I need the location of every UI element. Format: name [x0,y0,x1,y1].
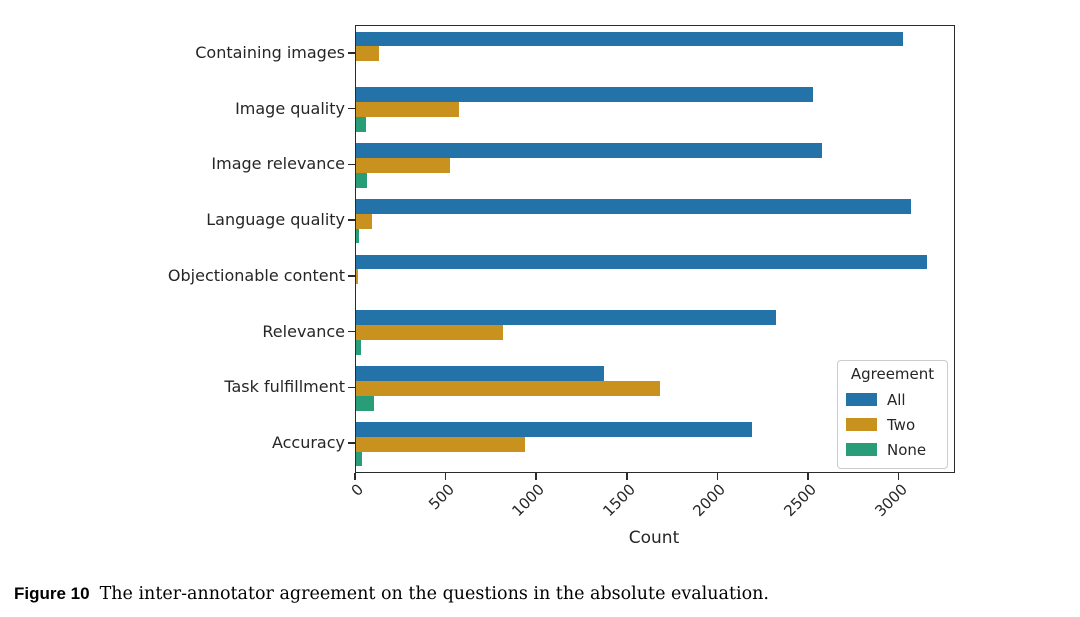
x-tick-label: 0 [347,480,368,500]
bar-none [356,451,363,467]
y-tick [348,52,355,54]
bar-two [356,157,451,173]
x-tick-label: 500 [424,480,458,514]
bar-all [356,366,605,381]
plot-area [355,25,955,473]
category-label: Relevance [262,321,345,341]
legend-title: Agreement [850,365,935,383]
bar-all [356,87,813,103]
legend-entry-all: All [846,387,939,412]
legend-entry-two: Two [846,412,939,437]
bar-all [356,143,822,158]
bar-two [356,380,661,396]
y-tick [348,163,355,166]
bar-none [356,172,367,188]
x-tick [354,472,356,480]
y-tick [348,107,355,110]
bar-two [356,269,358,285]
x-tick [897,472,900,480]
bar-none [356,228,359,244]
x-tick-label: 1000 [508,480,549,521]
x-tick-label: 2500 [780,480,821,521]
legend-label-all: All [887,390,906,409]
bar-two [356,213,373,229]
legend-entry-none: None [846,437,939,462]
legend-swatch-two [846,418,877,431]
y-tick [348,442,355,444]
bar-two [356,102,460,118]
legend-entries: All Two None [846,387,939,462]
y-tick [348,386,355,389]
legend-label-two: Two [887,415,916,434]
bar-all [356,310,777,326]
bar-all [356,254,927,270]
legend-swatch-all [846,393,877,406]
x-axis-title: Count [628,528,680,548]
category-label: Containing images [195,42,345,62]
bar-all [356,31,904,47]
category-label: Image relevance [211,154,345,174]
category-label: Task fulfillment [224,377,345,397]
y-tick [348,219,355,221]
bar-none [356,395,375,411]
bar-none [356,340,362,355]
x-tick-label: 3000 [870,480,911,521]
legend: Agreement All Two None [837,360,948,469]
bar-two [356,325,503,341]
bar-two [356,436,526,452]
bar-all [356,421,752,437]
x-tick [444,472,447,480]
category-label: Accuracy [271,433,345,453]
category-label: Objectionable content [167,265,345,285]
caption-label: Figure 10 [14,584,90,603]
x-tick-label: 1500 [599,480,639,521]
bar-two [356,46,379,62]
bar-all [356,198,911,214]
x-tick [535,472,537,480]
caption: Figure 10 The inter-annotator agreement o… [14,584,1064,604]
x-tick [716,472,719,480]
legend-label-none: None [887,440,927,459]
bar-none [356,117,366,132]
category-label: Image quality [235,98,345,118]
caption-text: The inter-annotator agreement on the que… [99,584,769,604]
legend-swatch-none [846,443,877,456]
y-tick [348,330,355,333]
category-label: Language quality [206,210,345,230]
y-tick [348,275,355,277]
x-tick [807,472,809,480]
x-tick-label: 2000 [689,480,730,521]
x-tick [626,472,628,480]
